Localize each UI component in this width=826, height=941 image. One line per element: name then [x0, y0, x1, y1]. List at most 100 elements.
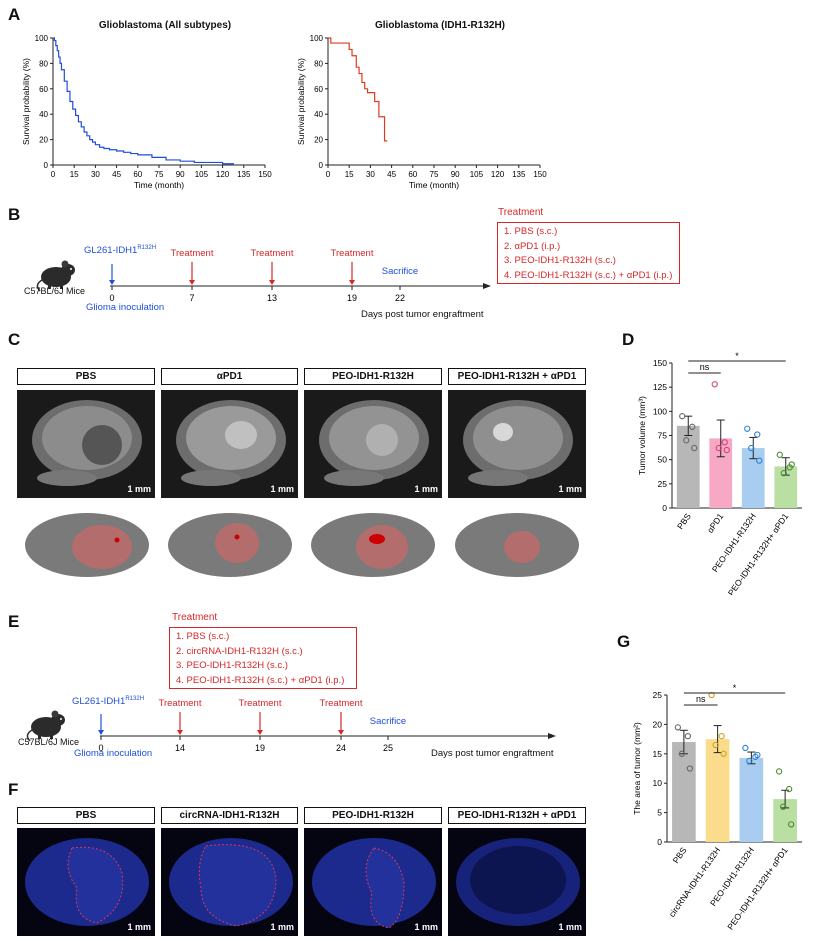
y-tick-label: 0: [662, 503, 667, 513]
x-tick-label: 135: [237, 170, 251, 179]
mri-image-apd1: 1 mm: [161, 390, 298, 498]
bar: [705, 739, 730, 842]
inoculation-arrow-head: [98, 730, 104, 735]
x-tick-label: 105: [195, 170, 209, 179]
y-tick-label: 0: [319, 161, 324, 170]
y-tick-label: 40: [39, 110, 48, 119]
y-tick-label: 10: [653, 778, 663, 788]
data-point: [708, 691, 715, 699]
mri-image-peo: 1 mm: [304, 390, 442, 498]
timeline-tick-label: 0: [98, 743, 103, 753]
data-point: [723, 446, 730, 454]
inoculation-label-b: GL261-IDH1R132H: [84, 245, 156, 256]
significance-label: *: [735, 351, 739, 361]
inoculation-label-e: GL261-IDH1R132H: [72, 696, 144, 707]
survival-curve: [328, 37, 388, 142]
treatment-arrow-head: [257, 730, 263, 735]
x-tick-label: αPD1: [705, 511, 726, 535]
x-tick-label: 75: [155, 170, 164, 179]
x-tick-label: 120: [216, 170, 230, 179]
scale-bar-label: 1 mm: [270, 922, 294, 932]
data-point: [754, 751, 761, 759]
y-tick-label: 0: [44, 161, 49, 170]
brain-render-peo: [311, 513, 435, 577]
data-point: [684, 733, 692, 740]
x-axis-label: Time (month): [409, 180, 459, 190]
timeline-tick-label: 13: [267, 293, 277, 303]
legend-item: 1. PBS (s.c.): [176, 631, 230, 642]
significance-label: *: [733, 683, 737, 693]
panel-letter-c: C: [8, 330, 21, 349]
data-point: [720, 750, 727, 757]
timeline-tick-label: 7: [189, 293, 194, 303]
treatment-label: Treatment: [171, 248, 214, 259]
y-tick-label: 20: [314, 136, 323, 145]
significance-label: ns: [696, 694, 706, 704]
data-point: [788, 461, 795, 468]
panel-letter-a: A: [8, 5, 21, 24]
glioma-inoculation-b: Glioma inoculation: [86, 302, 165, 313]
inoculation-sup: R132H: [137, 245, 157, 251]
treatment-legend-b: 1. PBS (s.c.) 2. αPD1 (i.p.) 3. PEO-IDH1…: [497, 222, 680, 284]
timeline-tick-label: 14: [175, 743, 185, 753]
x-tick-label: 90: [451, 170, 460, 179]
y-tick-label: 80: [39, 59, 48, 68]
fluorescence-image-pbs: 1 mm: [17, 828, 155, 936]
brain-3d-renders: [25, 513, 579, 577]
timeline-tick-label: 22: [395, 293, 405, 303]
data-point: [715, 444, 722, 452]
sacrifice-label: Sacrifice: [370, 716, 406, 727]
y-tick-label: 50: [658, 455, 668, 465]
timeline-b: 0 7 13 19 22 Treatment Treatment Treatment Sacri…: [36, 248, 491, 303]
y-axis-label: Survival probability (%): [296, 58, 306, 145]
x-axis-label: Time (month): [134, 180, 184, 190]
data-point: [744, 425, 751, 432]
y-tick-label: 0: [657, 837, 662, 847]
scale-bar-label: 1 mm: [414, 484, 438, 494]
x-tick-label: PBS: [671, 845, 689, 865]
treatment-label: Treatment: [331, 248, 374, 259]
x-tick-label: 150: [533, 170, 547, 179]
group-label-combo-c: PEO-IDH1-R132H + αPD1: [448, 368, 586, 385]
treatment-label: Treatment: [320, 698, 363, 709]
x-tick-label: 15: [345, 170, 354, 179]
panel-letter-e: E: [8, 612, 20, 631]
treatment-arrow-head: [177, 730, 183, 735]
x-tick-label: 120: [491, 170, 505, 179]
inoculation-text: GL261-IDH1: [84, 245, 138, 257]
data-point: [679, 413, 686, 420]
y-tick-label: 20: [653, 719, 663, 729]
data-point: [779, 803, 787, 810]
y-tick-label: 80: [314, 59, 323, 68]
treatment-arrow-head: [349, 280, 355, 285]
y-tick-label: 100: [653, 406, 667, 416]
x-tick-label: 60: [408, 170, 417, 179]
legend-title-e: Treatment: [172, 612, 218, 623]
group-label-combo-f: PEO-IDH1-R132H + αPD1: [448, 807, 586, 824]
y-tick-label: 40: [314, 110, 323, 119]
mri-image-combo: 1 mm: [448, 390, 586, 498]
group-label-pbs-c: PBS: [17, 368, 155, 385]
survival-chart-all: 0 20 40 60 80 100 0 15 30 45 60 75 90 105 120 135 150 Tim…: [21, 34, 272, 190]
survival-curve: [53, 37, 234, 165]
y-tick-label: 15: [653, 749, 663, 759]
treatment-arrow-head: [189, 280, 195, 285]
legend-item: 2. αPD1 (i.p.): [504, 240, 561, 252]
mouse-icon: [36, 260, 75, 292]
survival-all-title: Glioblastoma (All subtypes): [98, 20, 232, 31]
treatment-label: Treatment: [159, 698, 202, 709]
bar: [774, 466, 798, 508]
tumor-volume-chart: 0 25 50 75 100 125 150 Tumor volume (mm³) PBS αPD…: [637, 351, 802, 595]
x-tick-label: 15: [70, 170, 79, 179]
timeline-tick-label: 24: [336, 743, 346, 753]
inoculation-text: GL261-IDH1: [72, 696, 126, 708]
x-tick-label: 0: [326, 170, 331, 179]
scale-bar-label: 1 mm: [558, 484, 582, 494]
timeline-tick-label: 19: [255, 743, 265, 753]
data-point: [780, 470, 787, 477]
mouse-label-e: C57BL/6J Mice: [18, 737, 80, 747]
treatment-arrow-head: [338, 730, 344, 735]
mouse-label-b: C57BL/6J Mice: [24, 286, 86, 296]
mouse-icon: [26, 710, 65, 742]
legend-item: 4. PEO-IDH1-R132H (s.c.) + αPD1 (i.p.): [504, 269, 673, 281]
